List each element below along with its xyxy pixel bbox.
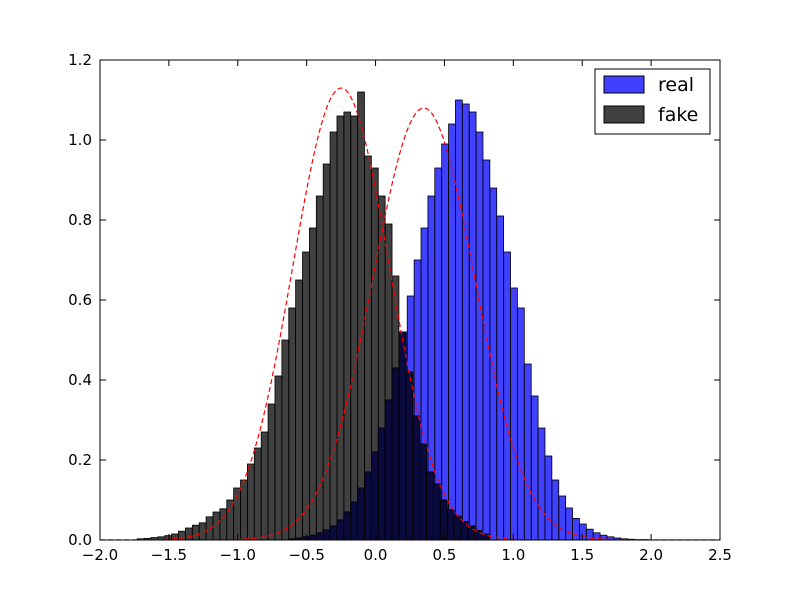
overlap-bar [398, 331, 407, 540]
fake-bar [178, 530, 186, 540]
real-bar [544, 455, 553, 540]
real-bar [448, 123, 456, 540]
overlap-bars [288, 331, 489, 540]
fake-bar [247, 463, 255, 540]
y-tick-label: 0.4 [68, 371, 92, 389]
real-bar [558, 495, 567, 540]
overlap-bar [322, 529, 331, 540]
real-bar [551, 479, 560, 540]
y-tick-label: 0.0 [68, 531, 92, 549]
x-tick-label: 2.5 [708, 546, 732, 564]
real-bar [468, 111, 477, 540]
fake-bar [219, 508, 228, 540]
x-tick-label: 0.5 [433, 546, 457, 564]
real-bar [455, 99, 463, 540]
real-bar [461, 103, 470, 540]
fake-bar [253, 447, 262, 540]
fake-bar [329, 131, 338, 540]
overlap-bar [384, 399, 393, 540]
overlap-bar [364, 471, 372, 540]
real-bar [517, 307, 525, 540]
overlap-bar [419, 443, 427, 540]
fake-bar [185, 527, 193, 540]
overlap-bar [481, 533, 489, 540]
x-tick-label: −1.0 [220, 546, 256, 564]
real-bar [441, 143, 449, 540]
overlap-bar [446, 509, 455, 540]
x-tick-label: 1.0 [501, 546, 525, 564]
fake-bar [274, 375, 283, 540]
fake-bar [322, 163, 331, 540]
real-bar [496, 215, 505, 540]
real-bar [510, 287, 518, 540]
real-bar [565, 507, 573, 540]
fake-bar [309, 227, 317, 540]
fake-bar [336, 115, 345, 540]
fake-bar [295, 279, 303, 540]
fake-bar [315, 195, 324, 540]
fake-bar [240, 479, 248, 540]
fake-bar [205, 516, 214, 540]
legend-label-real: real [658, 74, 694, 96]
overlap-bar [350, 501, 358, 540]
fake-bar [302, 251, 310, 540]
fake-bar [191, 524, 200, 540]
y-tick-label: 0.8 [68, 211, 92, 229]
real-bar [489, 187, 498, 540]
legend-swatch-real [603, 75, 645, 94]
fake-bar [343, 111, 352, 540]
overlap-bar [371, 451, 379, 540]
x-tick-label: 0.0 [364, 546, 388, 564]
overlap-bar [412, 415, 420, 540]
fake-bar [357, 91, 365, 540]
overlap-bar [433, 483, 441, 540]
fake-bar [267, 403, 276, 540]
real-bar [475, 131, 484, 540]
overlap-bar [315, 532, 324, 540]
real-bar [537, 427, 546, 540]
real-bar [530, 395, 539, 540]
overlap-bar [439, 499, 448, 540]
legend-swatch-fake [603, 105, 645, 124]
real-bar [572, 518, 580, 540]
fake-bar [281, 339, 290, 540]
real-bar [482, 159, 491, 540]
overlap-bar [309, 534, 317, 540]
x-tick-label: −1.5 [151, 546, 187, 564]
overlap-bar [357, 487, 365, 540]
overlap-bar [329, 525, 338, 540]
overlap-bar [474, 530, 482, 540]
real-bar [503, 251, 511, 540]
fake-bar [226, 499, 234, 540]
overlap-bar [377, 427, 386, 540]
y-tick-label: 1.0 [68, 131, 92, 149]
x-tick-label: 2.0 [639, 546, 663, 564]
overlap-bar [391, 367, 400, 540]
overlap-bar [453, 515, 462, 540]
y-tick-label: 0.2 [68, 451, 92, 469]
overlap-bar [336, 519, 345, 540]
overlap-bar [343, 511, 352, 540]
real-bar [523, 363, 532, 540]
overlap-bar [405, 371, 414, 540]
overlap-bar [426, 471, 434, 540]
fake-bar [350, 115, 358, 540]
x-axis: −2.0 −1.5 −1.0 −0.5 0.0 0.5 1.0 1.5 2.0 2.5 [82, 60, 732, 564]
fake-bar [260, 431, 269, 540]
overlap-bar [467, 525, 476, 540]
legend: real fake [594, 68, 711, 135]
x-tick-label: 1.5 [570, 546, 594, 564]
fit-curve-fake [100, 87, 720, 540]
x-tick-label: −0.5 [288, 546, 324, 564]
legend-label-fake: fake [658, 104, 698, 126]
fake-bar [288, 307, 296, 540]
y-axis: 0.0 0.2 0.4 0.6 0.8 1.0 1.2 [68, 51, 720, 549]
y-tick-label: 0.6 [68, 291, 92, 309]
y-tick-label: 1.2 [68, 51, 92, 69]
x-tick-label: −2.0 [82, 546, 118, 564]
